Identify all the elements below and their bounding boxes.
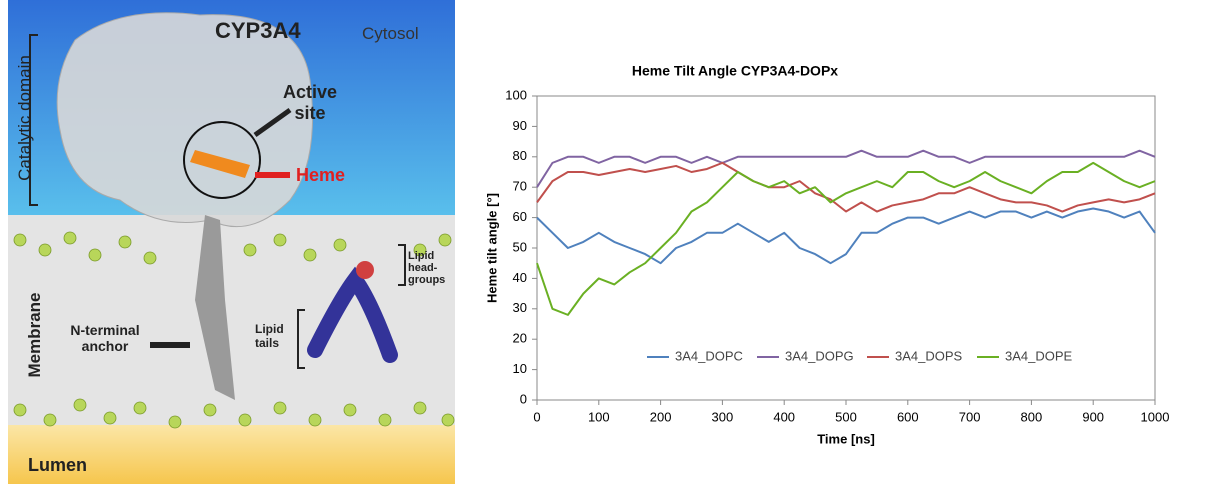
- bracket: [297, 309, 305, 369]
- label: Lipid tails: [255, 322, 284, 350]
- y-tick-label: 10: [513, 361, 527, 376]
- active-site-ring: [183, 121, 261, 199]
- legend-label: 3A4_DOPC: [675, 348, 743, 363]
- x-tick-label: 600: [897, 409, 919, 424]
- lipid-head: [356, 261, 374, 279]
- y-tick-label: 20: [513, 331, 527, 346]
- heme: [190, 150, 250, 178]
- y-tick-label: 80: [513, 148, 527, 163]
- x-tick-label: 800: [1021, 409, 1043, 424]
- legend-label: 3A4_DOPE: [1005, 348, 1073, 363]
- x-tick-label: 700: [959, 409, 981, 424]
- x-tick-label: 0: [533, 409, 540, 424]
- label: N-terminal anchor: [70, 322, 140, 354]
- label: Membrane: [25, 292, 44, 378]
- y-tick-label: 90: [513, 118, 527, 133]
- x-tick-label: 100: [588, 409, 610, 424]
- y-tick-label: 0: [520, 391, 527, 406]
- label: CYP3A4: [215, 18, 301, 43]
- label: Cytosol: [362, 24, 419, 43]
- x-tick-label: 400: [773, 409, 795, 424]
- illustration: [8, 0, 455, 484]
- lipid-heads: [13, 231, 455, 429]
- y-tick-label: 60: [513, 209, 527, 224]
- legend-label: 3A4_DOPG: [785, 348, 854, 363]
- x-tick-label: 200: [650, 409, 672, 424]
- y-tick-label: 70: [513, 179, 527, 194]
- legend-label: 3A4_DOPS: [895, 348, 963, 363]
- x-tick-label: 900: [1082, 409, 1104, 424]
- y-tick-label: 100: [505, 87, 527, 102]
- y-tick-label: 30: [513, 300, 527, 315]
- x-tick-label: 500: [835, 409, 857, 424]
- x-tick-label: 300: [712, 409, 734, 424]
- site-arrow: [253, 107, 292, 138]
- lumen-bg: [8, 425, 455, 484]
- bracket: [29, 34, 38, 206]
- y-tick-label: 50: [513, 239, 527, 254]
- label: Lumen: [28, 455, 88, 475]
- series-line: [536, 161, 1156, 316]
- chart: Heme Tilt Angle CYP3A4-DOPx Time [ns] He…: [484, 63, 1170, 447]
- protein-surface: [56, 12, 313, 228]
- anchor-helix: [195, 215, 235, 400]
- series-line: [536, 149, 1156, 188]
- label: Lipid head-groups: [408, 250, 446, 286]
- y-axis-label: Heme tilt angle [°]: [484, 193, 499, 303]
- y-tick-label: 40: [513, 270, 527, 285]
- lipid-tails: [307, 266, 398, 363]
- label: Active site: [282, 82, 338, 123]
- bracket: [398, 244, 406, 286]
- label: Catalytic domain: [15, 55, 34, 181]
- x-axis-label: Time [ns]: [817, 431, 875, 446]
- chart-title: Heme Tilt Angle CYP3A4-DOPx: [632, 63, 838, 79]
- series-line: [536, 207, 1156, 265]
- x-tick-label: 1000: [1141, 409, 1170, 424]
- series-line: [536, 161, 1156, 213]
- label: Heme: [296, 165, 346, 185]
